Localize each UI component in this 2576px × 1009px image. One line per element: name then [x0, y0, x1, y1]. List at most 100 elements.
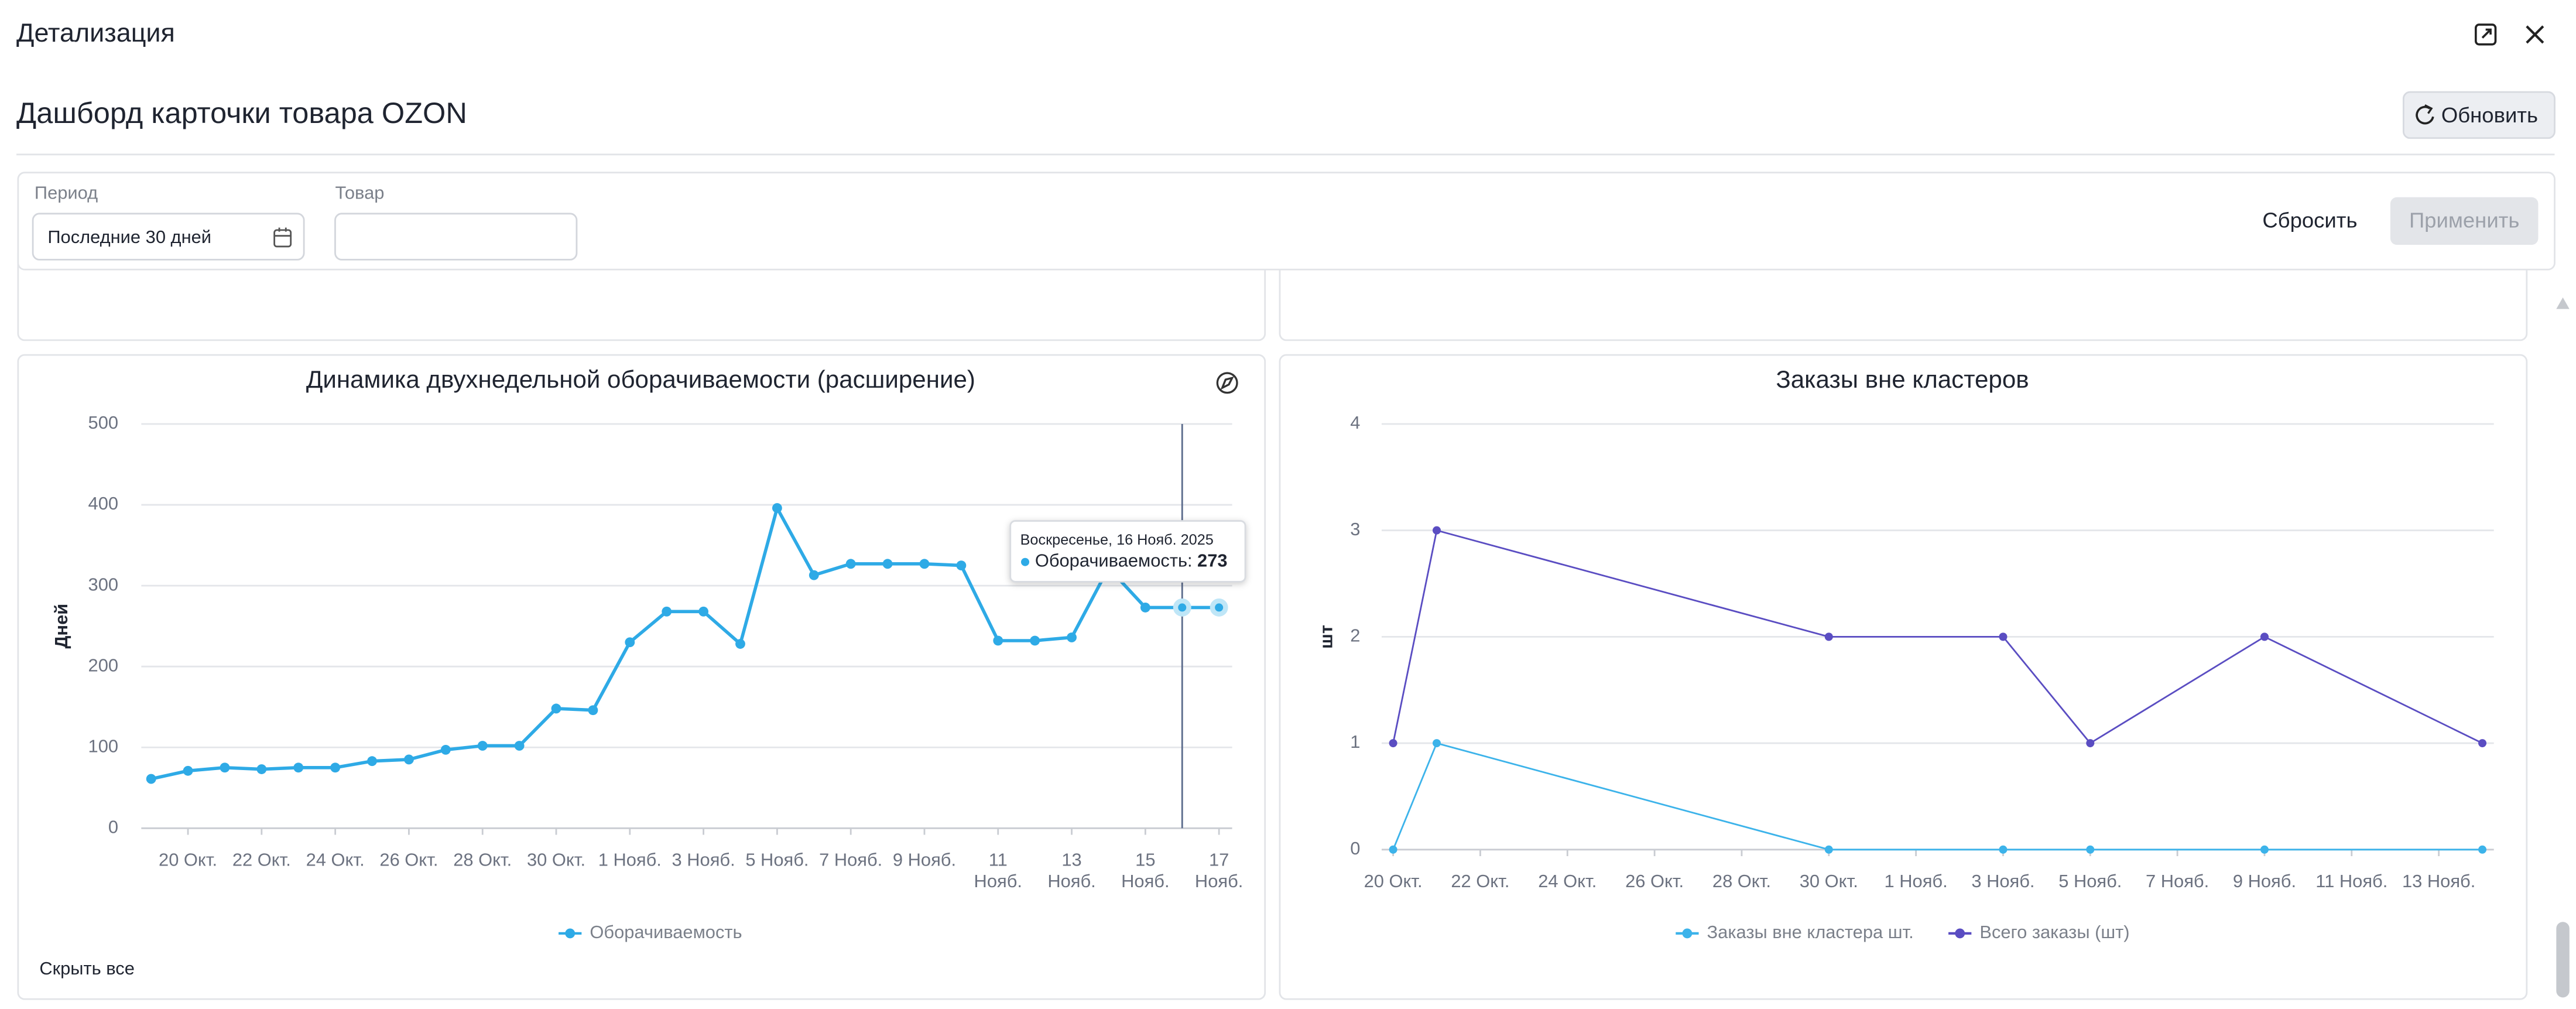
data-point	[293, 762, 304, 773]
series-segment	[1436, 529, 1830, 638]
y-axis-label: шт	[1316, 625, 1337, 649]
x-tick-label: 28 Окт.	[453, 850, 512, 870]
legend-item[interactable]: Оборачиваемость	[559, 922, 742, 942]
data-point	[1173, 598, 1191, 617]
y-tick-label: 200	[88, 655, 119, 675]
data-point	[956, 560, 967, 571]
tooltip-row: Оборачиваемость: 273	[1035, 550, 1228, 571]
tooltip-series: Оборачиваемость:	[1035, 550, 1193, 571]
x-tick-label: 3 Нояб.	[672, 850, 735, 870]
data-point	[440, 744, 451, 755]
data-point	[882, 559, 893, 569]
series-segment	[2264, 636, 2483, 744]
x-tick-label: 22 Окт.	[1451, 871, 1509, 891]
y-tick-label: 4	[1350, 412, 1360, 433]
data-point	[809, 570, 819, 580]
product-input[interactable]	[334, 213, 578, 261]
data-point	[2260, 632, 2269, 641]
x-tick-label: 26 Окт.	[379, 850, 438, 870]
y-tick-label: 0	[1350, 838, 1360, 858]
data-point	[1140, 602, 1150, 613]
refresh-label: Обновить	[2441, 103, 2538, 127]
y-tick-label: 0	[108, 816, 118, 837]
period-select[interactable]	[32, 213, 305, 261]
reset-button[interactable]: Сбросить	[2262, 208, 2357, 232]
legend-label: Всего заказы (шт)	[1979, 922, 2129, 942]
legend-dot	[565, 928, 576, 939]
data-point	[662, 606, 672, 617]
chart-card	[17, 354, 1266, 1000]
data-point	[146, 774, 156, 784]
legend-dot	[1682, 928, 1693, 939]
x-tick-label: 22 Окт.	[232, 850, 291, 870]
hide-all[interactable]: Скрыть все	[39, 958, 135, 979]
data-point	[551, 703, 561, 714]
x-tick-label: 30 Окт.	[527, 850, 585, 870]
x-tick-label: 7 Нояб.	[819, 850, 882, 870]
legend-label: Оборачиваемость	[590, 922, 742, 942]
data-point	[1999, 632, 2008, 641]
data-point	[1067, 632, 1077, 642]
x-tick-label: 11 Нояб.	[2315, 871, 2387, 891]
calendar-icon	[273, 227, 292, 248]
dashboard-title: Дашборд карточки товара OZON	[16, 96, 467, 129]
x-tick-label: 9 Нояб.	[2233, 871, 2296, 891]
data-point	[2478, 845, 2487, 854]
data-point	[477, 741, 488, 751]
data-point	[772, 503, 782, 514]
refresh-button[interactable]: Обновить	[2402, 91, 2556, 139]
x-tick-label: 30 Окт.	[1800, 871, 1858, 891]
filter-panel: Период Последние 30 дней Товар Сбросить …	[17, 172, 2556, 271]
data-point	[220, 762, 230, 773]
compass-icon[interactable]	[1216, 372, 1238, 394]
expand-icon[interactable]	[2475, 23, 2497, 46]
chart-title: Заказы вне кластеров	[1776, 365, 2029, 393]
x-tick-label: 1 Нояб.	[1885, 871, 1948, 891]
x-tick-label: 20 Окт.	[159, 850, 217, 870]
y-tick-label: 2	[1350, 625, 1360, 646]
x-tick-label: 1 Нояб.	[598, 850, 662, 870]
x-tick-label: 9 Нояб.	[893, 850, 956, 870]
data-point	[2086, 739, 2095, 748]
x-tick-label: 13 Нояб.	[2402, 871, 2475, 891]
x-tick-label: 13 Нояб.	[1047, 850, 1095, 891]
close-icon[interactable]	[2526, 25, 2544, 44]
data-point	[1389, 845, 1397, 854]
series-segment	[1392, 530, 1438, 744]
x-tick-label: 15 Нояб.	[1121, 850, 1169, 891]
data-point	[1030, 635, 1040, 646]
period-value: Последние 30 дней	[47, 227, 211, 247]
scrollbar	[2556, 297, 2570, 998]
data-point	[845, 559, 856, 569]
series-line	[150, 506, 1220, 781]
y-tick-label: 400	[88, 493, 119, 514]
data-point	[514, 741, 525, 751]
y-axis-label: Дней	[51, 604, 71, 649]
x-tick-label: 5 Нояб.	[745, 850, 809, 870]
x-tick-label: 17 Нояб.	[1195, 850, 1243, 891]
legend-label: Заказы вне кластера шт.	[1707, 922, 1914, 942]
data-point	[1389, 739, 1397, 748]
period-label: Период	[35, 182, 98, 203]
tooltip-title: Воскресенье, 16 Нояб. 2025	[1020, 532, 1214, 548]
data-point	[1824, 632, 1833, 641]
data-point	[330, 762, 341, 773]
data-point	[625, 637, 635, 648]
tooltip-dot	[1021, 557, 1030, 566]
y-tick-label: 500	[88, 412, 119, 433]
x-tick-label: 28 Окт.	[1712, 871, 1771, 891]
data-point	[404, 754, 414, 765]
data-point	[2478, 739, 2487, 748]
data-point	[698, 606, 709, 617]
y-tick-label: 300	[88, 574, 119, 594]
legend-item[interactable]: Всего заказы (шт)	[1948, 922, 2130, 942]
x-tick-label: 24 Окт.	[1538, 871, 1597, 891]
apply-button[interactable]	[2390, 197, 2539, 245]
x-tick-label: 3 Нояб.	[1971, 871, 2034, 891]
legend-item[interactable]: Заказы вне кластера шт.	[1676, 922, 1914, 942]
data-point	[1210, 598, 1228, 617]
data-point	[993, 635, 1003, 646]
data-point	[367, 756, 377, 767]
